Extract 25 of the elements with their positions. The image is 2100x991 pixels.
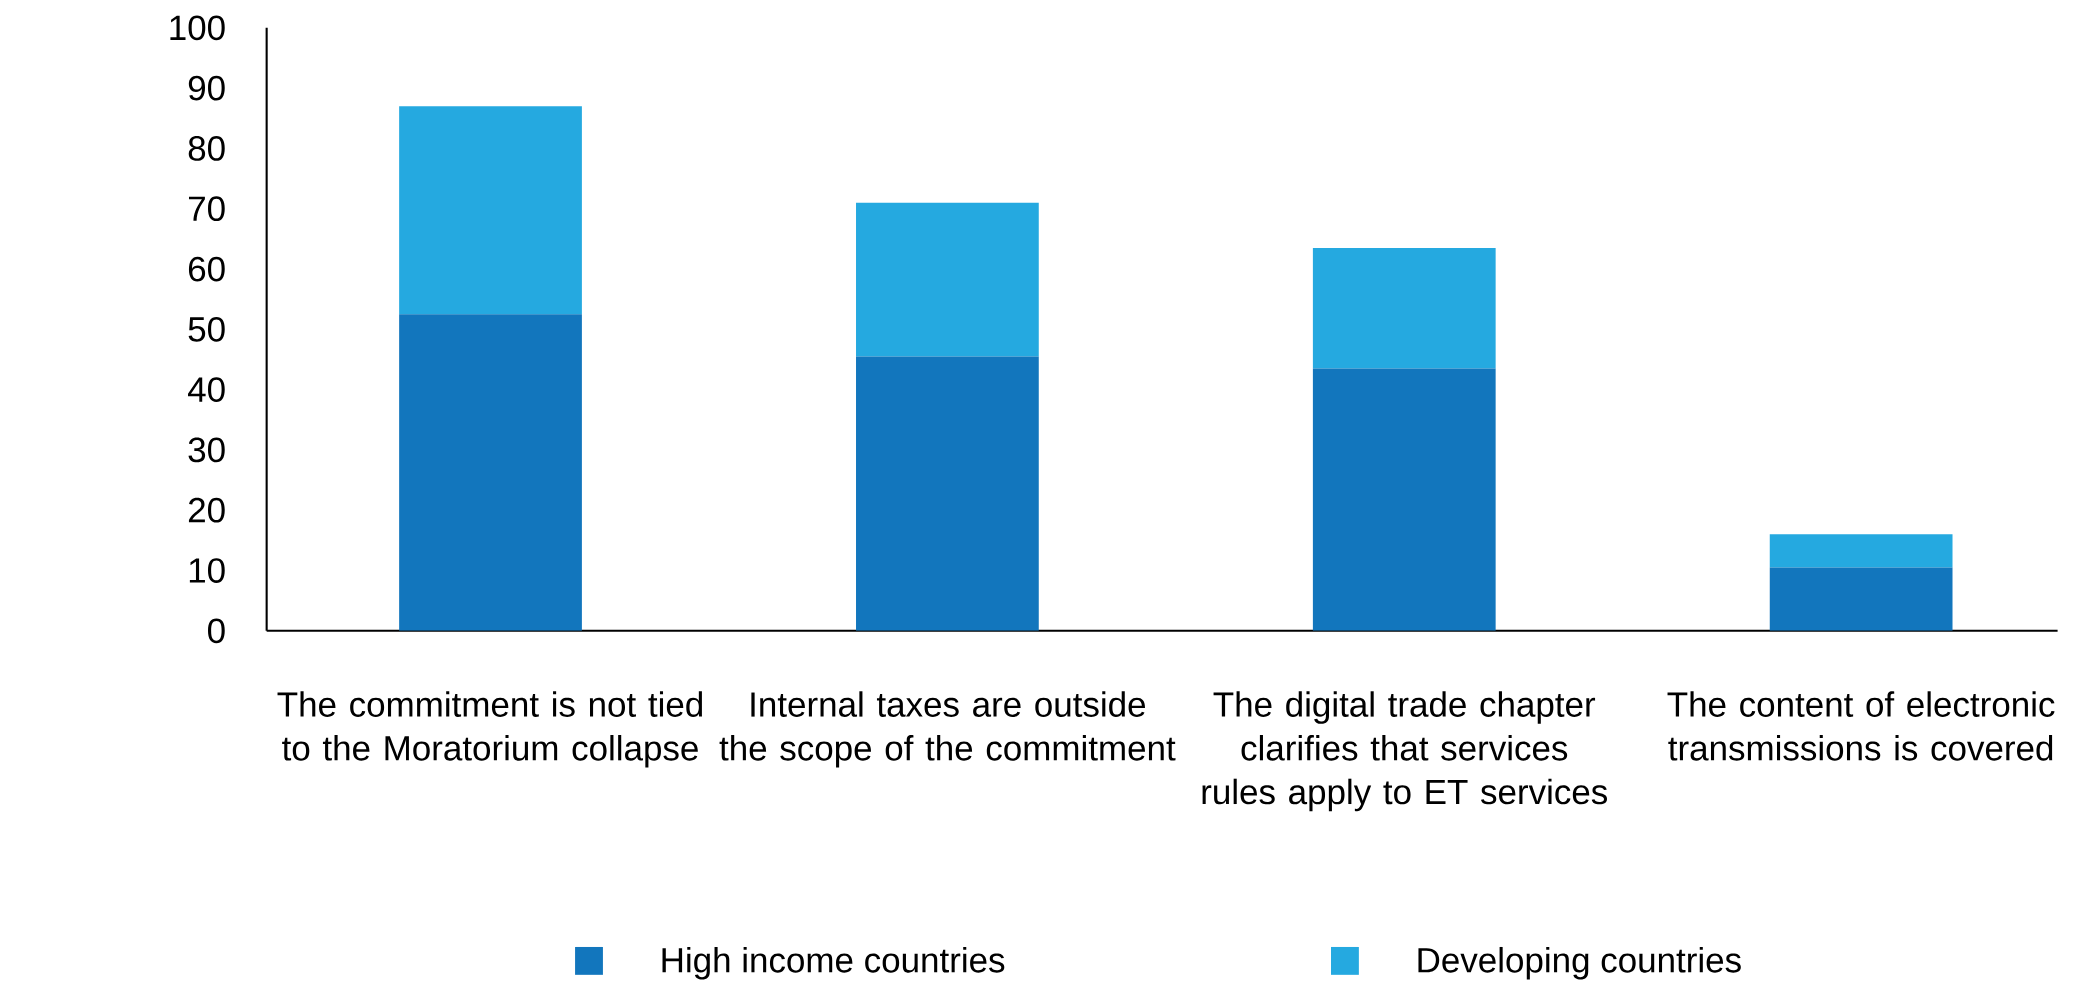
bar	[856, 202, 1039, 357]
y-tick-label: 100	[170, 15, 225, 41]
x-tick-label: The digital trade chapter clarifies that services rules apply to ET services	[1202, 691, 1608, 812]
bar	[1769, 567, 1953, 631]
bar	[1312, 248, 1496, 369]
bar	[1312, 368, 1496, 631]
y-tick-label: 60	[188, 256, 225, 282]
y-tick-label: 0	[208, 618, 225, 644]
x-tick-label: The commitment is not tied to the Moratorium collapse	[277, 691, 703, 768]
y-tick-label: 10	[189, 558, 225, 583]
y-tick-label: 30	[188, 437, 225, 463]
bar	[1769, 534, 1953, 568]
bar	[399, 314, 582, 631]
bar	[399, 106, 582, 315]
x-tick-label: Internal taxes are outside the scope of the commitment	[719, 691, 1176, 768]
x-tick-label: The content of electronic transmissions is covered	[1667, 691, 2055, 761]
y-tick-label: 50	[188, 317, 225, 342]
y-tick-label: 80	[188, 136, 225, 161]
bar	[856, 356, 1039, 631]
y-tick-label: 90	[188, 75, 225, 101]
legend-label: High income countries	[662, 947, 1005, 980]
legend-label: Developing countries	[1418, 947, 1741, 980]
y-tick-label: 70	[189, 196, 225, 222]
y-tick-label: 40	[188, 377, 225, 403]
y-tick-label: 20	[188, 497, 225, 523]
